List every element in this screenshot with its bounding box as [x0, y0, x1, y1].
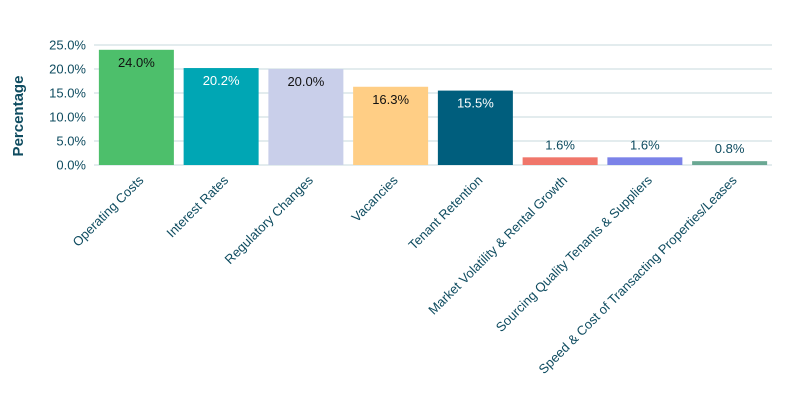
y-tick-label: 5.0% — [56, 134, 86, 149]
x-category-label: Regulatory Changes — [222, 172, 317, 267]
bar-value-label: 20.2% — [203, 73, 240, 88]
bar-value-label: 1.6% — [545, 137, 575, 152]
bar — [437, 90, 513, 165]
bar-value-label: 20.0% — [287, 74, 324, 89]
x-category-label: Speed & Cost of Transacting Properties/L… — [535, 172, 740, 377]
x-category-label: Tenant Retention — [405, 173, 485, 253]
x-category-label: Sourcing Quality Tenants & Suppliers — [493, 172, 656, 335]
y-tick-label: 10.0% — [49, 110, 86, 125]
data-labels: 24.0% 20.2% 20.0% 16.3% 15.5% 1.6% 1.6% 0.8% — [118, 55, 745, 156]
x-category-label: Operating Costs — [69, 172, 146, 249]
bar — [183, 68, 259, 165]
bar-value-label: 24.0% — [118, 55, 155, 70]
bar-value-label: 0.8% — [715, 141, 745, 156]
bar — [353, 86, 429, 165]
bar — [692, 161, 768, 165]
x-category-label: Interest Rates — [163, 172, 231, 240]
bar — [607, 157, 683, 165]
y-tick-label: 15.0% — [49, 86, 86, 101]
x-category-label: Vacancies — [348, 172, 401, 225]
bars — [98, 49, 768, 165]
y-tick-label: 20.0% — [49, 62, 86, 77]
bar — [268, 69, 344, 165]
bar-value-label: 16.3% — [372, 92, 409, 107]
x-category-label: Market Volatility & Rental Growth — [425, 173, 570, 318]
y-tick-label: 0.0% — [56, 158, 86, 173]
bar — [522, 157, 598, 165]
y-axis-title: Percentage — [10, 76, 27, 157]
bar-value-label: 1.6% — [630, 137, 660, 152]
bar — [98, 49, 174, 165]
x-axis-categories: Operating Costs Interest RatesRegulatory … — [69, 172, 740, 377]
y-tick-label: 25.0% — [49, 38, 86, 53]
y-axis-ticks: 0.0% 5.0% 10.0% 15.0% 20.0% 25.0% — [49, 38, 86, 173]
bar-value-label: 15.5% — [457, 96, 494, 111]
